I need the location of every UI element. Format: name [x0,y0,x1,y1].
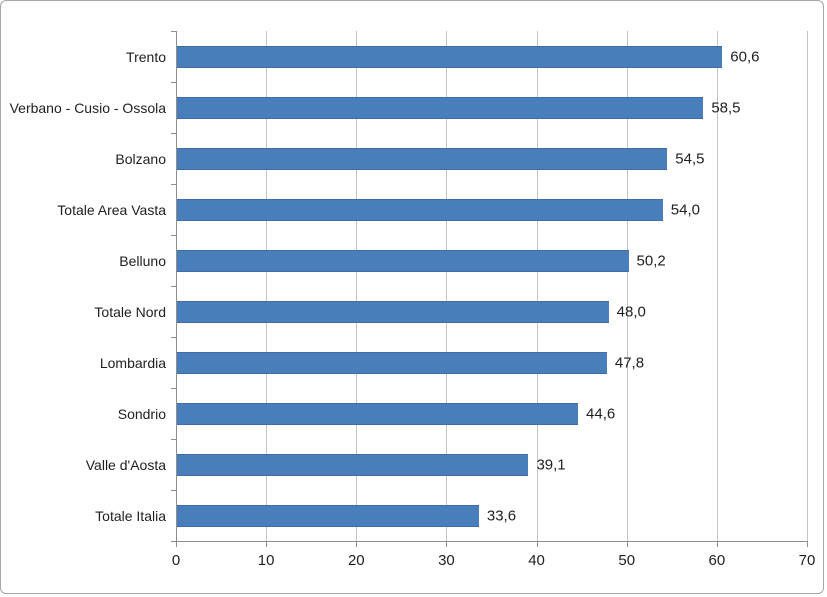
category-axis-tick [171,82,177,83]
bar-value-label: 50,2 [636,252,666,269]
category-axis-tick [171,286,177,287]
bar-value-label: 54,0 [670,201,700,218]
value-axis-tick-label: 60 [708,552,726,569]
category-axis-tick [171,184,177,185]
value-axis-tick-label: 30 [438,552,455,569]
major-gridline [536,31,538,541]
major-gridline [626,31,628,541]
category-label: Lombardia [99,354,166,371]
category-label: Valle d'Aosta [85,456,166,473]
plot-area [176,31,808,541]
bar-valle-d-aosta [176,453,529,476]
bar-sondrio [176,402,579,425]
bar-value-label: 33,6 [486,507,517,524]
bar-value-label: 58,5 [711,99,741,116]
category-axis-tick [171,31,177,32]
value-axis-tick [446,541,448,547]
major-gridline [807,31,808,541]
bar-belluno [176,249,629,272]
value-axis-tick [716,541,718,547]
bar-totale-area-vasta [176,198,663,221]
bar-value-label: 48,0 [616,303,646,320]
bar-trento [176,45,723,68]
category-label: Verbano - Cusio - Ossola [9,99,166,116]
major-gridline [446,31,448,541]
value-axis-tick-label: 0 [171,552,181,569]
value-axis-tick [266,541,268,547]
category-label: Sondrio [117,405,166,422]
major-gridline [356,31,358,541]
value-axis-tick-label: 40 [528,552,545,569]
bar-lombardia [176,351,607,374]
bar-bolzano [176,147,668,170]
value-axis-tick-label: 20 [347,552,365,569]
bar-value-label: 54,5 [675,150,705,167]
bar-value-label: 60,6 [730,48,760,65]
bar-verbano-cusio-ossola [176,96,704,119]
category-label: Belluno [119,252,166,269]
value-axis-tick [356,541,358,547]
category-label: Bolzano [115,150,166,167]
major-gridline [716,31,718,541]
value-axis-line [176,541,808,542]
value-axis-tick [176,541,177,547]
bar-value-label: 47,8 [614,354,645,371]
category-axis-tick [171,337,177,338]
value-axis-tick-label: 10 [257,552,275,569]
value-axis-tick [536,541,538,547]
bar-value-label: 39,1 [536,456,566,473]
category-axis-tick [171,541,177,542]
category-label: Totale Italia [95,507,166,524]
value-axis-tick-label: 50 [618,552,636,569]
value-axis-tick [807,541,808,547]
bar-totale-italia [176,504,479,527]
value-axis-tick-label: 70 [798,552,816,569]
category-axis-tick [171,490,177,491]
category-axis-tick [171,133,177,134]
category-label: Trento [126,48,166,65]
bar-totale-nord [176,300,609,323]
category-axis-tick [171,388,177,389]
category-label: Totale Nord [94,303,166,320]
bar-value-label: 44,6 [586,405,616,422]
major-gridline [266,31,268,541]
category-label: Totale Area Vasta [57,201,166,218]
category-axis-tick [171,235,177,236]
category-axis-tick [171,439,177,440]
value-axis-tick [626,541,628,547]
